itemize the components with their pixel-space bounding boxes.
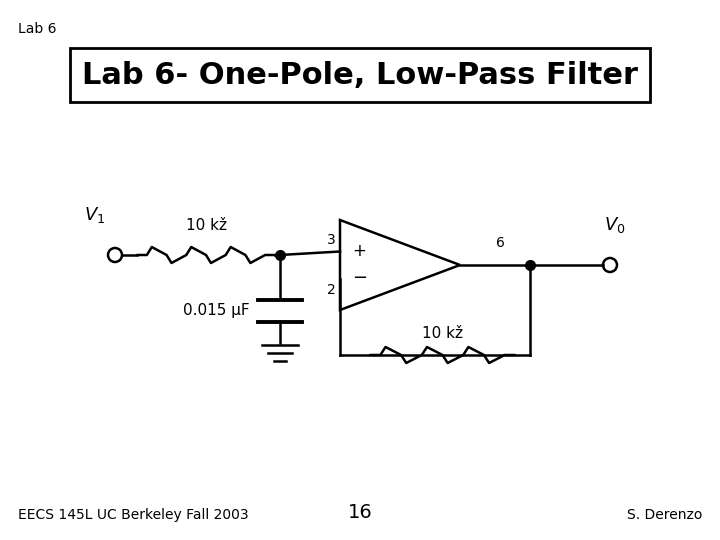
Text: 2: 2 <box>328 284 336 298</box>
Text: 16: 16 <box>348 503 372 522</box>
Text: Lab 6: Lab 6 <box>18 22 56 36</box>
Text: S. Derenzo: S. Derenzo <box>626 508 702 522</box>
Text: −: − <box>352 269 367 287</box>
Text: $V_1$: $V_1$ <box>84 205 106 225</box>
Text: Lab 6- One-Pole, Low-Pass Filter: Lab 6- One-Pole, Low-Pass Filter <box>82 60 638 90</box>
Text: $V_0$: $V_0$ <box>604 215 626 235</box>
Text: EECS 145L UC Berkeley Fall 2003: EECS 145L UC Berkeley Fall 2003 <box>18 508 248 522</box>
Text: 0.015 μF: 0.015 μF <box>184 303 250 319</box>
Text: 10 kž: 10 kž <box>422 326 463 341</box>
Text: +: + <box>352 242 366 260</box>
Text: 10 kž: 10 kž <box>186 218 227 233</box>
Text: 3: 3 <box>328 233 336 246</box>
Text: 6: 6 <box>495 236 505 250</box>
